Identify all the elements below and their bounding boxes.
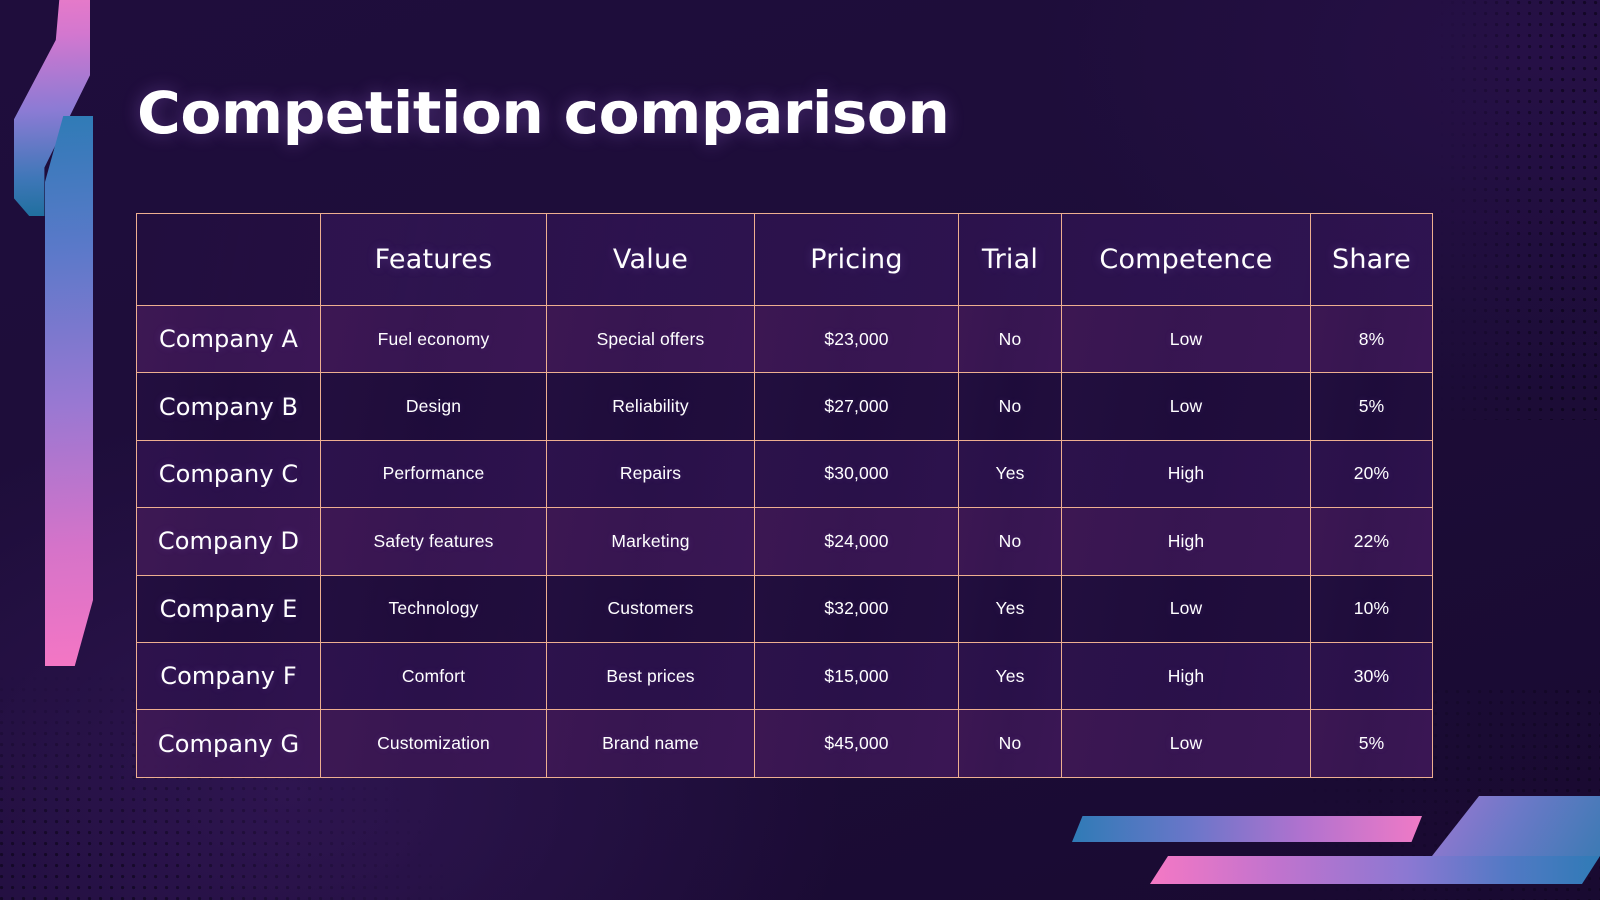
- comparison-table: Features Value Pricing Trial Competence …: [136, 213, 1433, 778]
- table-header-trial: Trial: [958, 213, 1062, 306]
- table-cell-value: Repairs: [546, 439, 755, 509]
- table-cell-value: Best prices: [546, 641, 755, 711]
- table-row: Company F Comfort Best prices $15,000 Yes Hig…: [136, 641, 1433, 711]
- table-cell-pricing: $32,000: [754, 574, 959, 643]
- page-title: Competition comparison: [137, 79, 950, 147]
- table-cell-trial: No: [958, 372, 1062, 441]
- table-cell-competence: High: [1061, 641, 1311, 711]
- table-cell-share: 5%: [1310, 372, 1433, 441]
- table-cell-features: Technology: [320, 574, 547, 643]
- table-cell-competence: Low: [1061, 574, 1311, 643]
- dot-pattern-top-right: [1440, 0, 1600, 420]
- table-cell-competence: High: [1061, 439, 1311, 509]
- table-cell-value: Marketing: [546, 507, 755, 576]
- table-header-corner: [136, 213, 321, 306]
- table-cell-features: Comfort: [320, 641, 547, 711]
- table-cell-competence: Low: [1061, 709, 1311, 778]
- table-header-row: Features Value Pricing Trial Competence …: [136, 213, 1433, 306]
- table-row-label: Company B: [136, 372, 321, 441]
- table-header-features: Features: [320, 213, 547, 306]
- table-cell-features: Customization: [320, 709, 547, 778]
- table-row-label: Company F: [136, 641, 321, 711]
- decoration-bar-bottom-upper: [1072, 816, 1422, 842]
- table-row: Company G Customization Brand name $45,000 N…: [136, 709, 1433, 778]
- decoration-bar-bottom-right-tail: [1432, 796, 1600, 856]
- table-cell-competence: High: [1061, 507, 1311, 576]
- decoration-bar-left-tall: [45, 116, 93, 666]
- table-cell-competence: Low: [1061, 372, 1311, 441]
- table-row: Company C Performance Repairs $30,000 Yes Hig…: [136, 439, 1433, 509]
- table-header: Features Value Pricing Trial Competence …: [136, 213, 1433, 306]
- table-row-label: Company E: [136, 574, 321, 643]
- table-cell-share: 20%: [1310, 439, 1433, 509]
- table-row: Company E Technology Customers $32,000 Yes Lo…: [136, 574, 1433, 643]
- table-header-competence: Competence: [1061, 213, 1311, 306]
- table-cell-value: Reliability: [546, 372, 755, 441]
- table-cell-pricing: $27,000: [754, 372, 959, 441]
- table-cell-features: Design: [320, 372, 547, 441]
- table-cell-pricing: $15,000: [754, 641, 959, 711]
- decoration-bar-bottom-lower: [1150, 856, 1600, 884]
- table-cell-trial: No: [958, 507, 1062, 576]
- table-cell-share: 8%: [1310, 304, 1433, 374]
- table-cell-pricing: $24,000: [754, 507, 959, 576]
- table-header-value: Value: [546, 213, 755, 306]
- table-cell-trial: No: [958, 709, 1062, 778]
- decoration-chevron-left-small: [14, 0, 90, 216]
- table-cell-trial: Yes: [958, 439, 1062, 509]
- table-row: Company D Safety features Marketing $24,000…: [136, 507, 1433, 576]
- table-cell-share: 22%: [1310, 507, 1433, 576]
- table-cell-value: Special offers: [546, 304, 755, 374]
- table-cell-share: 10%: [1310, 574, 1433, 643]
- table-cell-value: Brand name: [546, 709, 755, 778]
- table-header-pricing: Pricing: [754, 213, 959, 306]
- table-row-label: Company G: [136, 709, 321, 778]
- table-cell-share: 5%: [1310, 709, 1433, 778]
- comparison-table-container: Features Value Pricing Trial Competence …: [136, 213, 1433, 778]
- table-cell-competence: Low: [1061, 304, 1311, 374]
- table-cell-features: Performance: [320, 439, 547, 509]
- table-cell-share: 30%: [1310, 641, 1433, 711]
- table-body: Company A Fuel economy Special offers $23,0…: [136, 304, 1433, 778]
- table-cell-trial: Yes: [958, 641, 1062, 711]
- table-cell-pricing: $45,000: [754, 709, 959, 778]
- table-cell-trial: Yes: [958, 574, 1062, 643]
- table-cell-features: Safety features: [320, 507, 547, 576]
- table-cell-pricing: $30,000: [754, 439, 959, 509]
- table-header-share: Share: [1310, 213, 1433, 306]
- table-cell-pricing: $23,000: [754, 304, 959, 374]
- table-row: Company A Fuel economy Special offers $23,0…: [136, 304, 1433, 374]
- table-row-label: Company A: [136, 304, 321, 374]
- table-cell-value: Customers: [546, 574, 755, 643]
- table-cell-trial: No: [958, 304, 1062, 374]
- table-cell-features: Fuel economy: [320, 304, 547, 374]
- table-row-label: Company C: [136, 439, 321, 509]
- table-row: Company B Design Reliability $27,000 No Low 5%: [136, 372, 1433, 441]
- table-row-label: Company D: [136, 507, 321, 576]
